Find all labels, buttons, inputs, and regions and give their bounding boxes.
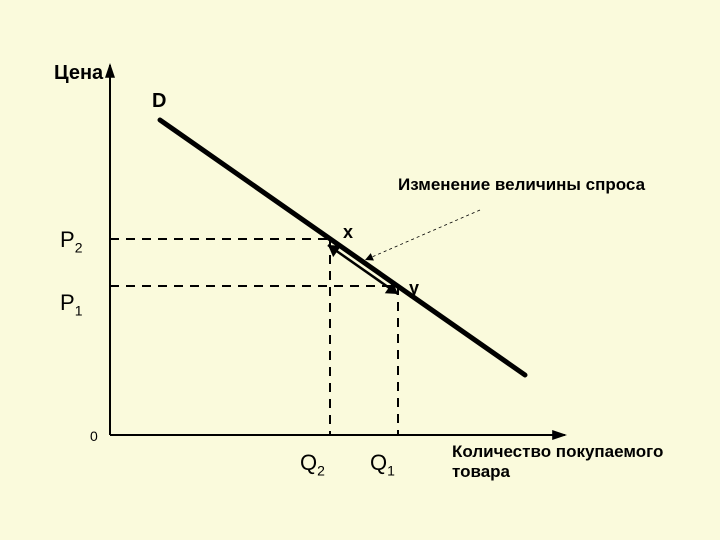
p1-sub: 1 <box>75 302 83 318</box>
q2-letter: Q <box>300 450 317 475</box>
point-y-text: y <box>409 278 419 298</box>
origin-label-text: 0 <box>90 428 98 444</box>
annotation-label: Изменение величины спроса <box>398 175 645 195</box>
origin-label: 0 <box>90 428 98 444</box>
y-axis-label: Цена <box>54 62 103 85</box>
x-axis-label-line2: товара <box>452 462 510 481</box>
x-axis-label: Количество покупаемоготовара <box>452 442 663 482</box>
diagram-canvas: Цена Количество покупаемоготовара D Изменен… <box>0 0 720 540</box>
y-axis-label-text: Цена <box>54 62 103 84</box>
point-x-label: x <box>343 222 353 243</box>
p2-sub: 2 <box>75 239 83 255</box>
p2-label: P2 <box>60 227 82 255</box>
annotation-text: Изменение величины спроса <box>398 175 645 194</box>
curve-label-text: D <box>152 90 166 112</box>
q1-letter: Q <box>370 450 387 475</box>
q1-sub: 1 <box>387 462 395 478</box>
q1-label: Q1 <box>370 450 395 478</box>
x-axis-label-line1: Количество покупаемого <box>452 442 663 461</box>
q2-label: Q2 <box>300 450 325 478</box>
point-y-label: y <box>409 278 419 299</box>
p1-label: P1 <box>60 290 82 318</box>
p1-letter: P <box>60 290 75 315</box>
p2-letter: P <box>60 227 75 252</box>
curve-label: D <box>152 90 166 113</box>
q2-sub: 2 <box>317 462 325 478</box>
point-x-text: x <box>343 222 353 242</box>
